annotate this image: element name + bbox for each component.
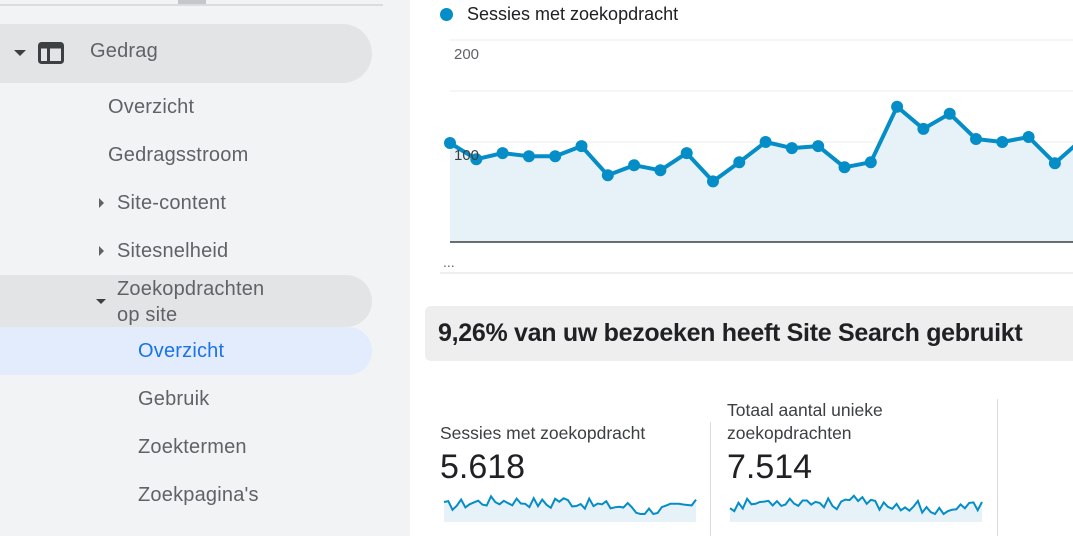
- data-point[interactable]: [891, 100, 904, 113]
- sidebar-item-label: Gedragsstroom: [108, 143, 249, 166]
- y-tick-label: 100: [454, 147, 479, 164]
- behavior-window-icon: [38, 42, 64, 64]
- sidebar-item-overzicht[interactable]: Overzicht: [108, 92, 194, 122]
- series-area: [450, 106, 1073, 242]
- sidebar-scroll-stub: [178, 0, 206, 6]
- sidebar-subitem-overzicht[interactable]: Overzicht: [138, 336, 224, 366]
- data-point[interactable]: [628, 159, 641, 172]
- metric-sessies[interactable]: Sessies met zoekopdracht 5.618: [440, 422, 645, 487]
- sidebar-subitem-zoektermen[interactable]: Zoektermen: [138, 432, 247, 462]
- data-point[interactable]: [444, 137, 456, 149]
- sidebar-subitem-zoekpaginas[interactable]: Zoekpagina's: [138, 480, 259, 510]
- chart-legend[interactable]: Sessies met zoekopdracht: [440, 4, 678, 25]
- site-search-headline: 9,26% van uw bezoeken heeft Site Search …: [438, 319, 1023, 347]
- data-point[interactable]: [575, 140, 588, 153]
- data-point[interactable]: [838, 161, 851, 174]
- metric-value: 5.618: [440, 448, 526, 486]
- sidebar-item-label: Sitesnelheid: [117, 239, 229, 262]
- selected-highlight: [0, 327, 372, 375]
- sidebar-subitem-label: Zoekpagina's: [138, 483, 259, 506]
- data-point[interactable]: [522, 150, 535, 163]
- data-point[interactable]: [549, 150, 562, 163]
- sidebar-item-gedragsstroom[interactable]: Gedragsstroom: [108, 140, 248, 170]
- metric-unieke-zoekopdrachten[interactable]: Totaal aantal unieke zoekopdrachten 7.51…: [727, 399, 883, 487]
- caret-down-icon: [14, 50, 26, 56]
- axis-ellipsis: ...: [443, 254, 455, 270]
- series-layer: [444, 100, 1073, 242]
- data-point[interactable]: [1022, 131, 1035, 143]
- caret-down-icon: [96, 299, 106, 304]
- sparkline-line: [729, 494, 983, 516]
- sidebar: Gedrag Overzicht Gedragsstroom Site-cont…: [0, 0, 410, 536]
- data-point[interactable]: [1048, 157, 1061, 170]
- label-line-2: op site: [117, 304, 178, 326]
- data-point[interactable]: [470, 153, 483, 166]
- site-search-summary: 9,26% van uw bezoeken heeft Site Search …: [425, 306, 1073, 361]
- data-point[interactable]: [943, 107, 956, 120]
- legend-label: Sessies met zoekopdracht: [467, 4, 679, 24]
- label-line-1: Zoekopdrachten: [117, 278, 265, 300]
- data-point[interactable]: [812, 140, 825, 153]
- data-point[interactable]: [654, 164, 667, 177]
- legend-dot-icon: [440, 8, 453, 21]
- sidebar-subitem-label: Overzicht: [138, 339, 225, 362]
- metric-label-line-2: zoekopdrachten: [727, 423, 852, 443]
- sidebar-section-label: Gedrag: [90, 40, 158, 62]
- sidebar-subitem-label: Gebruik: [138, 387, 210, 410]
- data-point[interactable]: [680, 147, 693, 160]
- sidebar-item-label: Zoekopdrachten op site: [117, 276, 264, 328]
- data-point[interactable]: [601, 169, 614, 182]
- sidebar-subitem-label: Zoektermen: [138, 435, 247, 458]
- sidebar-divider: [0, 4, 383, 6]
- metric-label: Totaal aantal unieke: [727, 400, 883, 420]
- metric-divider: [997, 399, 998, 536]
- item-highlight: [0, 275, 372, 327]
- sidebar-item-label: Overzicht: [108, 95, 195, 118]
- data-point[interactable]: [970, 133, 982, 145]
- metric-label: Sessies met zoekopdracht: [440, 423, 646, 443]
- caret-right-icon: [99, 198, 104, 208]
- main-content: Sessies met zoekopdracht 200 100 ... 9,2…: [410, 0, 1073, 536]
- data-point[interactable]: [496, 147, 509, 160]
- data-point[interactable]: [707, 175, 719, 188]
- sparkline-area: [444, 496, 696, 522]
- data-point[interactable]: [785, 142, 798, 155]
- sparkline-unieke-zoekopdrachten: [729, 494, 983, 522]
- sidebar-subitem-gebruik[interactable]: Gebruik: [138, 384, 209, 414]
- data-point[interactable]: [733, 156, 746, 169]
- data-point[interactable]: [864, 156, 877, 169]
- metric-value: 7.514: [727, 448, 813, 486]
- data-point[interactable]: [917, 122, 930, 135]
- sparkline-sessies: [443, 494, 697, 522]
- line-chart[interactable]: 200 100 ...: [410, 0, 1073, 290]
- sidebar-item-site-content[interactable]: Site-content: [99, 188, 226, 218]
- metric-divider: [710, 422, 711, 536]
- sidebar-item-label: Site-content: [117, 191, 227, 214]
- sidebar-item-sitesnelheid[interactable]: Sitesnelheid: [99, 236, 228, 266]
- sparkline-line: [443, 494, 697, 516]
- y-tick-label: 200: [454, 46, 479, 63]
- data-point[interactable]: [759, 136, 772, 148]
- data-point[interactable]: [996, 136, 1009, 148]
- caret-right-icon: [99, 246, 104, 256]
